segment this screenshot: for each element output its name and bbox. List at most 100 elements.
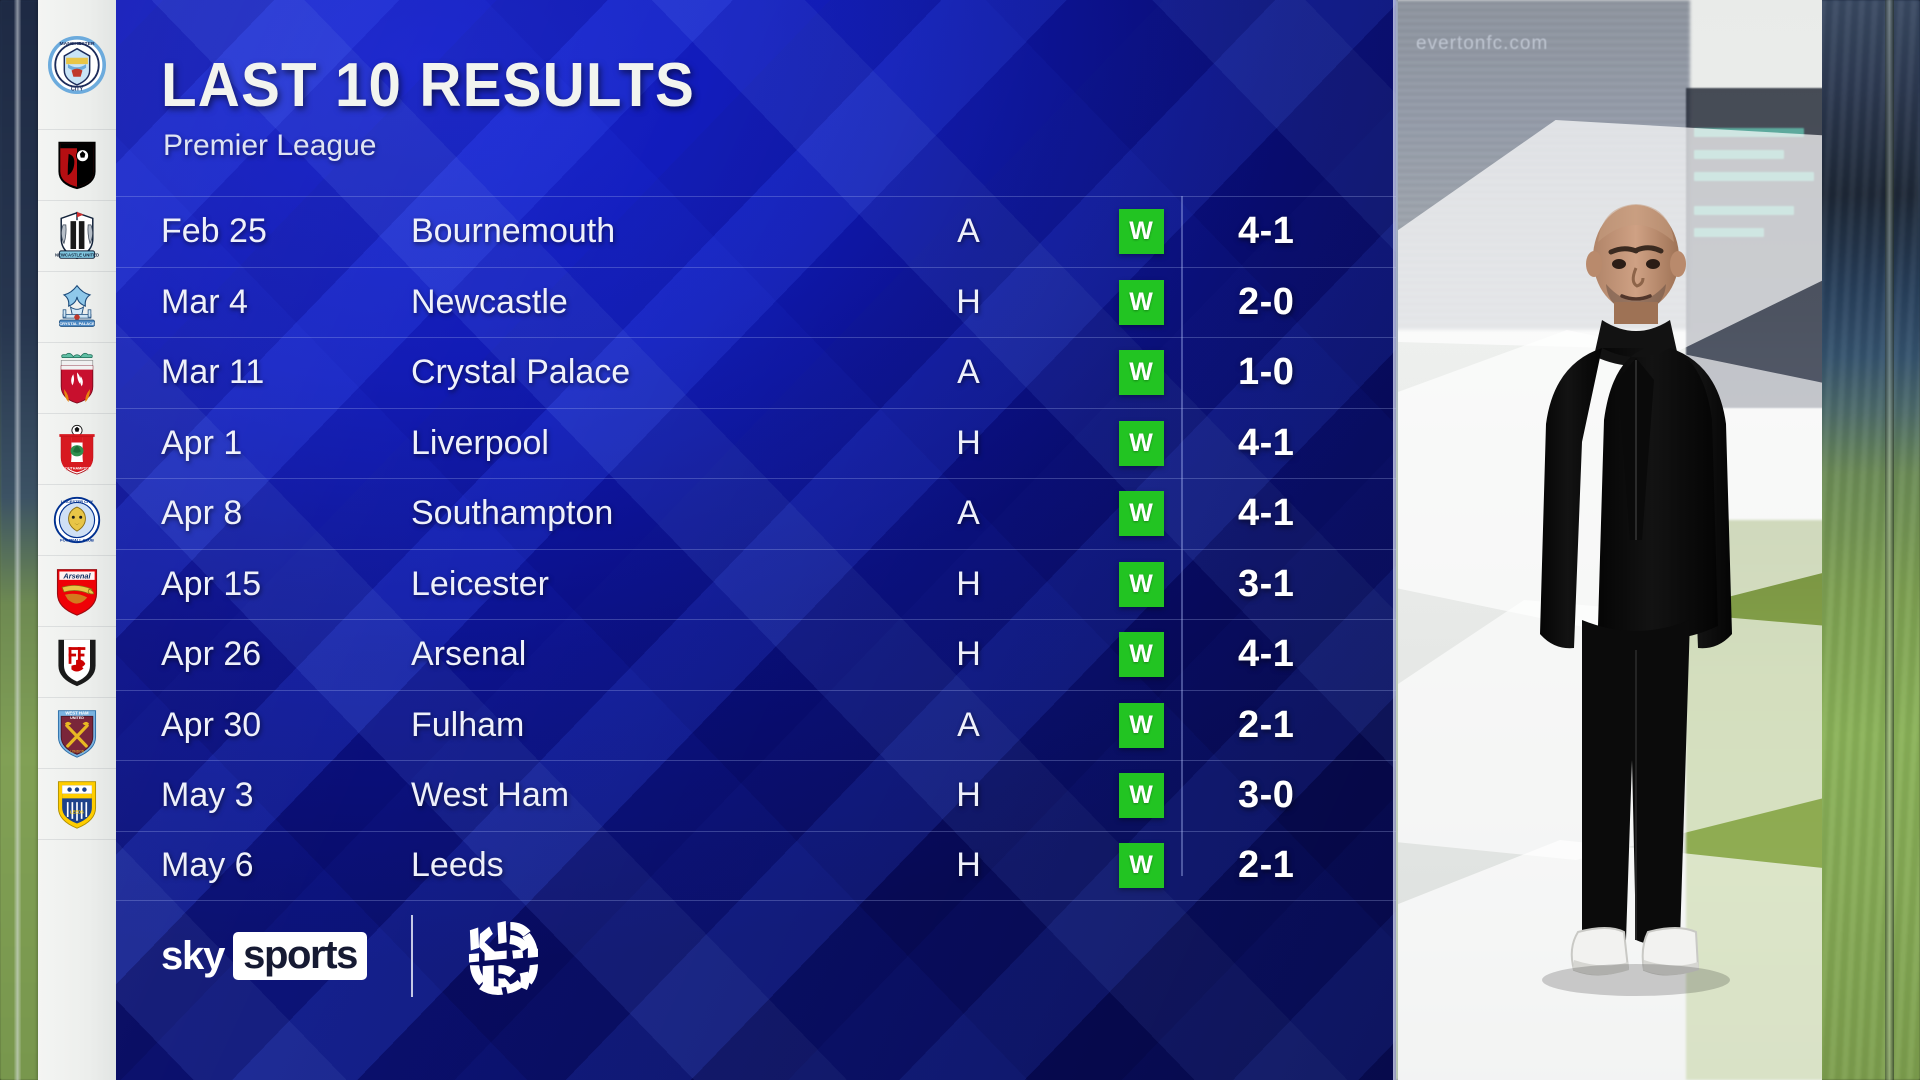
- rail-item-liverpool[interactable]: [38, 343, 116, 414]
- page-title: LAST 10 RESULTS: [161, 51, 695, 120]
- result-outcome-cell: W: [1066, 350, 1216, 396]
- rail-item-southampton[interactable]: SOUTHAMPTON: [38, 414, 116, 485]
- result-score: 4-1: [1238, 633, 1295, 676]
- svg-text:MANCHESTER: MANCHESTER: [59, 41, 94, 47]
- table-row[interactable]: Apr 1 Liverpool H W 4-1: [116, 407, 1396, 479]
- result-venue: H: [956, 635, 981, 674]
- rail-item-man-city[interactable]: MANCHESTER CITY: [38, 0, 116, 130]
- crest-rail: MANCHESTER CITY: [38, 0, 116, 1080]
- man-city-crest: MANCHESTER CITY: [48, 35, 106, 94]
- result-opponent: Leicester: [411, 564, 549, 603]
- status-badge: W: [1118, 420, 1164, 466]
- table-row[interactable]: Apr 15 Leicester H W 3-1: [116, 548, 1396, 620]
- result-score: 2-1: [1238, 703, 1295, 746]
- result-opponent: Crystal Palace: [411, 353, 631, 392]
- stadium-right-sliver: [1820, 0, 1920, 1080]
- rail-item-leeds[interactable]: LEEDS: [38, 769, 116, 840]
- result-venue: H: [956, 282, 981, 321]
- bournemouth-crest: [58, 141, 96, 190]
- result-score: 4-1: [1238, 210, 1295, 253]
- rail-item-newcastle[interactable]: NEWCASTLE UNITED: [38, 201, 116, 272]
- result-date: Feb 25: [161, 212, 267, 251]
- svg-text:FOOTBALL CLUB: FOOTBALL CLUB: [60, 537, 94, 542]
- result-score: 2-0: [1238, 280, 1295, 323]
- rail-item-crystal-palace[interactable]: CRYSTAL PALACE: [38, 272, 116, 343]
- result-venue: H: [956, 846, 981, 885]
- svg-text:LONDON: LONDON: [70, 750, 85, 754]
- table-row[interactable]: May 6 Leeds H W 2-1: [116, 830, 1396, 901]
- status-badge: W: [1118, 350, 1164, 396]
- table-row[interactable]: May 3 West Ham H W 3-0: [116, 760, 1396, 831]
- result-date: May 6: [161, 846, 254, 885]
- result-venue: A: [957, 353, 980, 392]
- svg-text:Arsenal: Arsenal: [62, 572, 91, 581]
- results-panel: LAST 10 RESULTS Premier League Feb 25 Bou…: [116, 0, 1396, 1080]
- panel-vignette: [116, 0, 1396, 1080]
- svg-text:CRYSTAL PALACE: CRYSTAL PALACE: [59, 321, 95, 326]
- result-date: Apr 26: [161, 635, 262, 674]
- result-opponent: Arsenal: [411, 635, 527, 674]
- result-score: 4-1: [1238, 492, 1295, 535]
- svg-text:CITY: CITY: [71, 86, 84, 92]
- result-score: 1-0: [1238, 351, 1295, 394]
- manager-photo-panel: evertonfc.com: [1398, 0, 1822, 1080]
- status-badge: W: [1118, 843, 1164, 889]
- table-row[interactable]: Mar 4 Newcastle H W 2-0: [116, 266, 1396, 338]
- table-row[interactable]: Apr 30 Fulham A W 2-1: [116, 689, 1396, 761]
- backdrop-text: evertonfc.com: [1416, 33, 1549, 54]
- panel-header: LAST 10 RESULTS Premier League: [161, 55, 729, 161]
- sky-logo-word: sky: [161, 934, 225, 978]
- status-badge: W: [1118, 209, 1164, 255]
- panel-stripe-pattern: [116, 0, 1396, 1080]
- result-score: 3-0: [1238, 774, 1295, 817]
- page-subtitle: Premier League: [163, 129, 377, 162]
- result-date: Apr 30: [161, 705, 262, 744]
- table-row[interactable]: Feb 25 Bournemouth A W 4-1: [116, 196, 1396, 267]
- svg-text:NEWCASTLE UNITED: NEWCASTLE UNITED: [55, 252, 99, 257]
- rail-item-fulham[interactable]: [38, 627, 116, 698]
- rail-item-leicester[interactable]: LEICESTER CITY FOOTBALL CLUB: [38, 485, 116, 556]
- table-row[interactable]: Mar 11 Crystal Palace A W 1-0: [116, 337, 1396, 408]
- result-score: 4-1: [1238, 421, 1295, 464]
- sky-sports-logo-box: sports: [233, 932, 367, 980]
- result-venue: H: [956, 564, 981, 603]
- sky-sports-logo: sky sports: [161, 932, 367, 980]
- result-venue: H: [956, 423, 981, 462]
- svg-text:SOUTHAMPTON: SOUTHAMPTON: [63, 466, 92, 470]
- rail-item-west-ham[interactable]: WEST HAM UNITED LONDON: [38, 698, 116, 769]
- table-row[interactable]: Apr 26 Arsenal H W 4-1: [116, 619, 1396, 690]
- result-outcome-cell: W: [1066, 843, 1216, 889]
- liverpool-crest: [60, 352, 94, 404]
- status-badge: W: [1118, 632, 1164, 678]
- stadium-post-left: [14, 0, 21, 1080]
- result-opponent: Fulham: [411, 705, 525, 744]
- svg-text:UNITED: UNITED: [70, 716, 84, 720]
- manager-figure: [1540, 204, 1732, 996]
- sky-sports-logo-word: sports: [243, 933, 358, 977]
- table-vertical-divider: [1181, 196, 1183, 876]
- svg-text:WEST HAM: WEST HAM: [65, 710, 89, 715]
- footer-logos: sky sports: [161, 910, 549, 1002]
- result-outcome-cell: W: [1066, 632, 1216, 678]
- southampton-crest: SOUTHAMPTON: [59, 424, 95, 475]
- svg-text:LEICESTER CITY: LEICESTER CITY: [61, 499, 94, 504]
- svg-text:LEEDS: LEEDS: [70, 809, 84, 814]
- result-outcome-cell: W: [1066, 279, 1216, 325]
- result-venue: A: [957, 494, 980, 533]
- results-table: Feb 25 Bournemouth A W 4-1 Mar 4 Newcastle H W 2-…: [116, 196, 1396, 901]
- result-score: 3-1: [1238, 562, 1295, 605]
- result-date: Apr 15: [161, 564, 262, 603]
- result-date: May 3: [161, 776, 254, 815]
- leicester-crest: LEICESTER CITY FOOTBALL CLUB: [53, 496, 101, 544]
- stadium-post-right: [1885, 0, 1894, 1080]
- panel-chevron-pattern: [116, 0, 1396, 1080]
- status-badge: W: [1118, 491, 1164, 537]
- rail-item-bournemouth[interactable]: [38, 130, 116, 201]
- table-row[interactable]: Apr 8 Southampton A W 4-1: [116, 478, 1396, 549]
- result-opponent: West Ham: [411, 776, 570, 815]
- status-badge: W: [1118, 279, 1164, 325]
- result-venue: A: [957, 705, 980, 744]
- rail-item-arsenal[interactable]: Arsenal: [38, 556, 116, 627]
- result-outcome-cell: W: [1066, 491, 1216, 537]
- result-opponent: Southampton: [411, 494, 614, 533]
